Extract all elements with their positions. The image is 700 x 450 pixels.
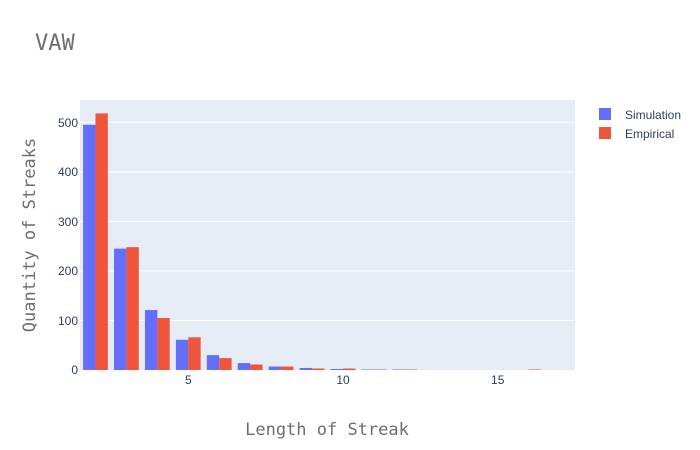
x-axis-label: Length of Streak bbox=[245, 420, 409, 440]
legend-swatch-empirical bbox=[599, 127, 611, 139]
bar-simulation-11[interactable] bbox=[361, 369, 374, 371]
bar-simulation-2[interactable] bbox=[83, 124, 96, 371]
bar-empirical-5[interactable] bbox=[188, 337, 201, 370]
y-tick-label: 500 bbox=[58, 116, 78, 130]
bar-empirical-9[interactable] bbox=[312, 368, 325, 370]
x-tick-label: 15 bbox=[491, 373, 505, 387]
bar-simulation-12[interactable] bbox=[392, 369, 405, 371]
bar-simulation-4[interactable] bbox=[144, 310, 158, 370]
bar-empirical-11[interactable] bbox=[373, 369, 387, 371]
y-tick-labels: 0 100 200 300 400 500 bbox=[58, 116, 78, 377]
bar-simulation-6[interactable] bbox=[206, 355, 220, 370]
y-tick-label: 0 bbox=[71, 363, 78, 377]
bar-empirical-3[interactable] bbox=[126, 247, 139, 370]
x-tick-label: 5 bbox=[185, 373, 192, 387]
legend-label-simulation: Simulation bbox=[625, 108, 681, 122]
bar-simulation-7[interactable] bbox=[237, 363, 251, 370]
bar-simulation-10[interactable] bbox=[330, 369, 343, 370]
bar-simulation-3[interactable] bbox=[114, 248, 127, 370]
bar-simulation-5[interactable] bbox=[175, 339, 189, 370]
bar-simulation-8[interactable] bbox=[268, 366, 282, 370]
legend-label-empirical: Empirical bbox=[625, 127, 674, 141]
y-tick-label: 400 bbox=[58, 165, 78, 179]
bar-empirical-16[interactable] bbox=[528, 369, 541, 371]
bars bbox=[83, 113, 541, 371]
bar-empirical-4[interactable] bbox=[157, 317, 170, 370]
y-tick-label: 100 bbox=[58, 314, 78, 328]
y-axis-label: Quantity of Streaks bbox=[20, 138, 40, 332]
legend-item-empirical[interactable]: Empirical bbox=[599, 127, 674, 141]
bar-empirical-2[interactable] bbox=[95, 113, 108, 370]
bar-simulation-9[interactable] bbox=[299, 368, 313, 370]
bar-empirical-7[interactable] bbox=[250, 364, 263, 370]
x-tick-label: 10 bbox=[336, 373, 350, 387]
chart-title: VAW bbox=[35, 31, 75, 56]
legend-item-simulation[interactable]: Simulation bbox=[599, 108, 681, 122]
y-tick-label: 200 bbox=[58, 264, 78, 278]
x-tick-labels: 5 10 15 bbox=[185, 373, 505, 387]
y-tick-label: 300 bbox=[58, 215, 78, 229]
bar-empirical-8[interactable] bbox=[281, 366, 294, 370]
bar-empirical-6[interactable] bbox=[219, 358, 232, 370]
bar-empirical-10[interactable] bbox=[342, 368, 356, 370]
legend: Simulation Empirical bbox=[599, 108, 681, 141]
bar-empirical-12[interactable] bbox=[404, 369, 418, 371]
legend-swatch-simulation bbox=[599, 108, 611, 120]
